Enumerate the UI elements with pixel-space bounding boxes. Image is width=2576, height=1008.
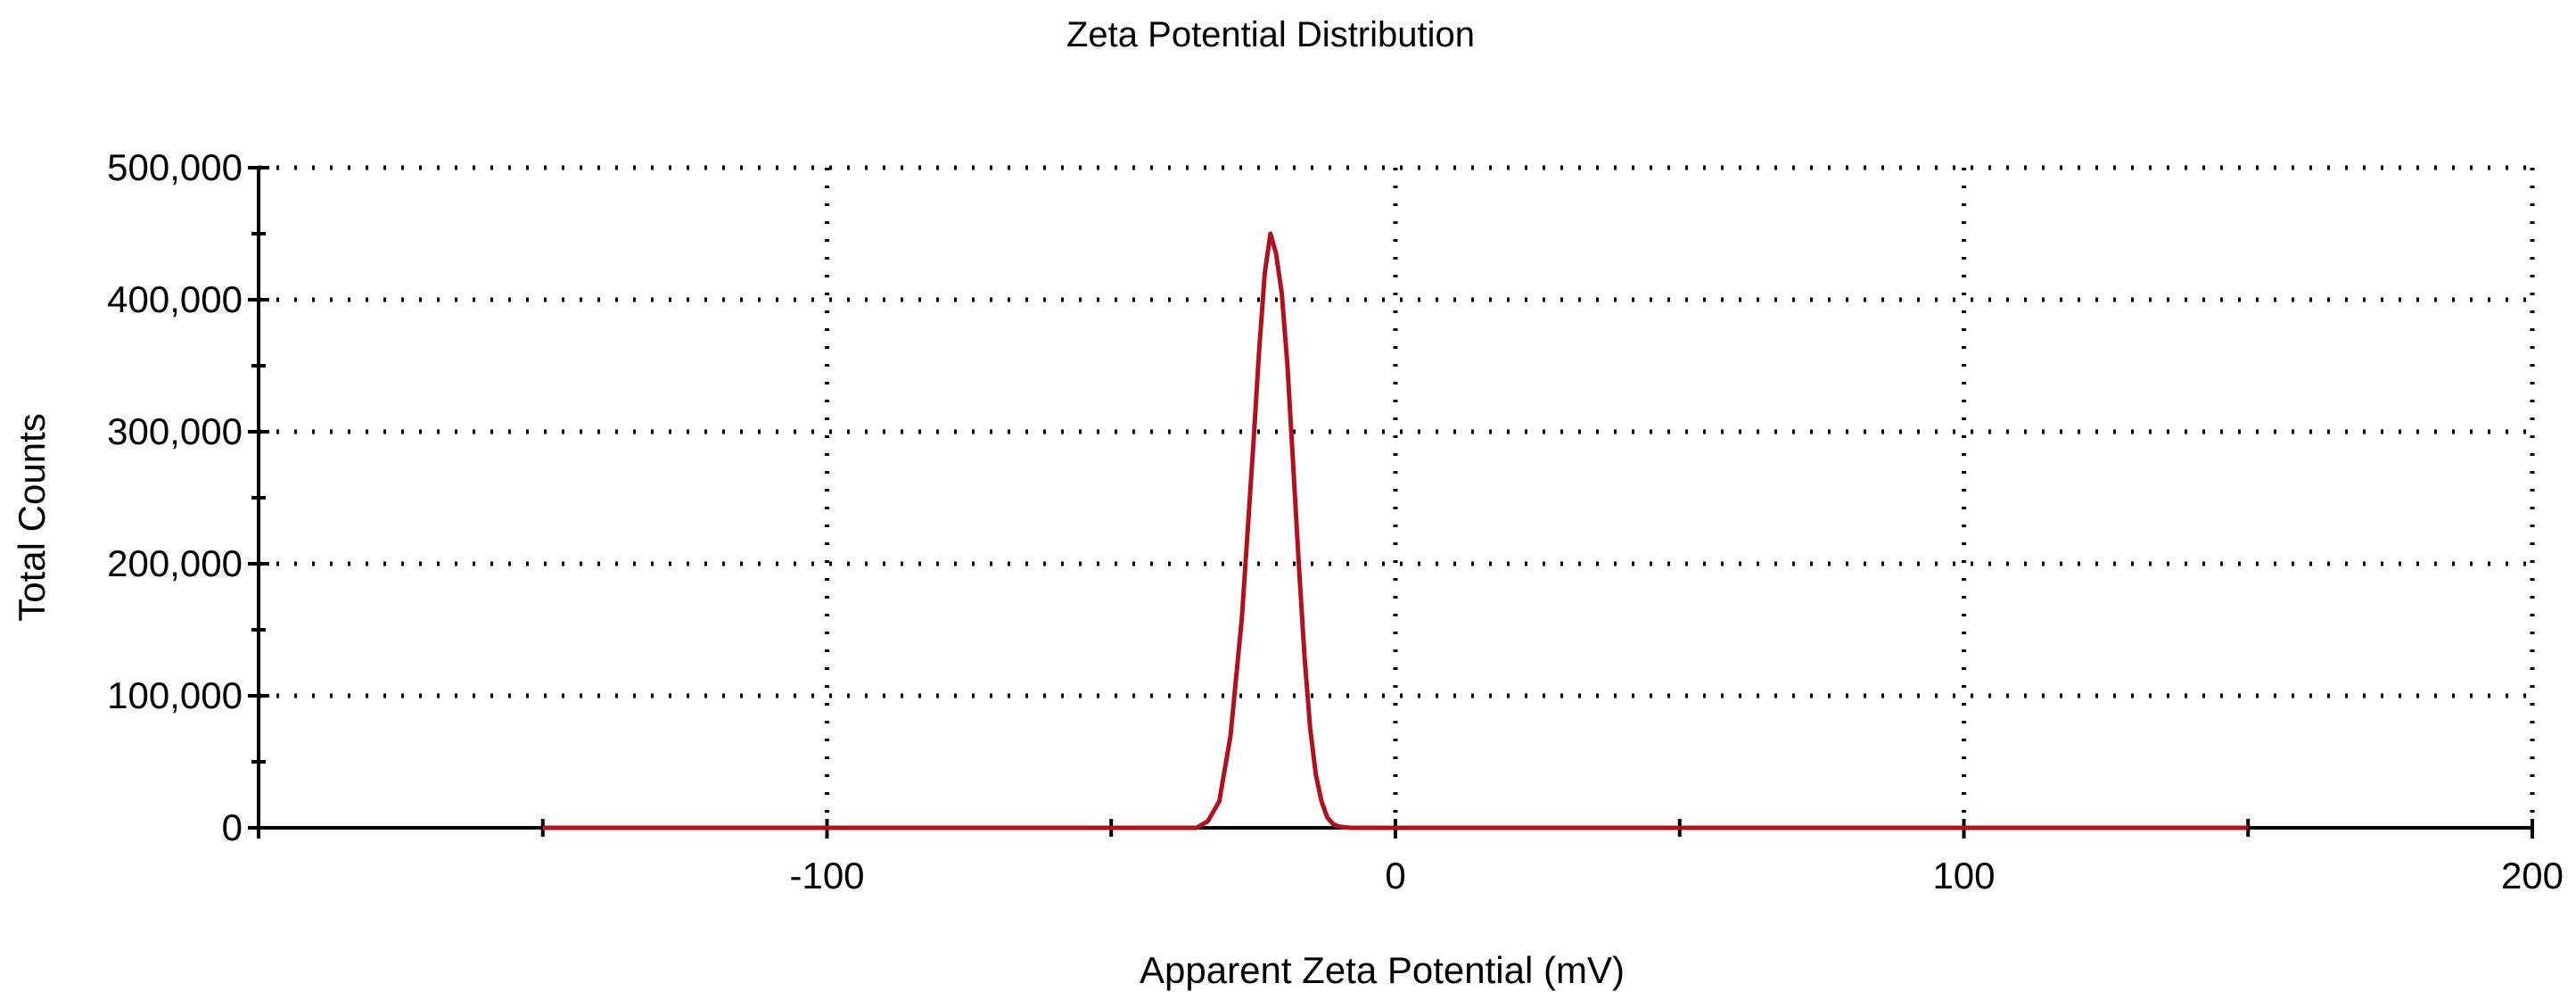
x-axis-label: Apparent Zeta Potential (mV) — [1140, 949, 1625, 991]
tick-labels: 0 100,000 200,000 300,000 400,000 500,000 -100… — [107, 146, 2564, 896]
x-tick-label-0: -100 — [789, 855, 864, 896]
y-tick-label-1: 100,000 — [107, 674, 243, 716]
tick-marks — [248, 166, 2534, 839]
grid-lines — [259, 165, 2535, 828]
chart-title: Zeta Potential Distribution — [1066, 15, 1475, 54]
x-tick-label-2: 100 — [1932, 855, 1995, 896]
y-tick-label-0: 0 — [222, 806, 243, 848]
y-tick-label-5: 500,000 — [107, 146, 243, 188]
axes — [257, 168, 2532, 830]
series-line-0 — [542, 231, 2249, 830]
y-tick-label-4: 400,000 — [107, 278, 243, 320]
y-axis-label: Total Counts — [11, 413, 53, 621]
series-group — [542, 231, 2249, 830]
x-tick-label-3: 200 — [2501, 855, 2564, 896]
x-tick-label-1: 0 — [1385, 855, 1405, 896]
y-tick-label-2: 200,000 — [107, 542, 243, 584]
y-tick-label-3: 300,000 — [107, 410, 243, 452]
